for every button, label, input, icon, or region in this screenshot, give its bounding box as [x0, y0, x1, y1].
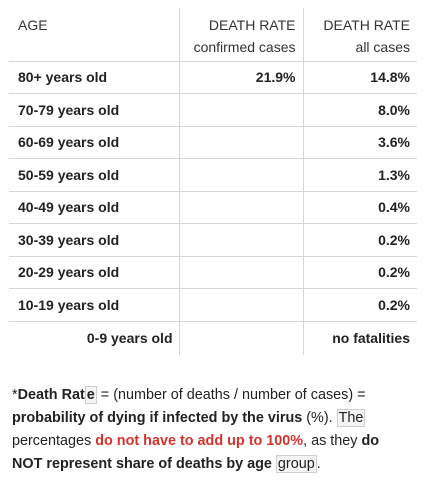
footnote-not-add-up-warning: do not have to add up to 100%	[95, 433, 304, 449]
footnote-definition: = (number of deaths / number of cases) =	[96, 387, 366, 403]
all-header-line1: DEATH RATE	[323, 17, 410, 33]
confirmed-rate-cell	[178, 288, 303, 322]
footnote-term: Death Rat	[17, 387, 85, 403]
confirmed-rate-cell: 21.9%	[178, 61, 303, 94]
footnote-percentages: percentages	[12, 433, 96, 449]
all-header-line2: all cases	[355, 39, 410, 55]
all-rate-cell: 3.6%	[302, 126, 417, 159]
table-header-row: AGE DEATH RATE confirmed cases DEATH RAT…	[9, 8, 417, 62]
all-rate-cell: 0.4%	[302, 191, 417, 224]
table-row: 80+ years old 21.9% 14.8%	[9, 61, 417, 94]
age-cell: 20-29 years old	[9, 256, 179, 289]
footnote-term-highlight: e	[84, 386, 97, 404]
footnote-as-they: , as they	[303, 433, 362, 449]
all-rate-cell: no fatalities	[302, 321, 417, 355]
confirmed-rate-cell	[178, 321, 303, 355]
age-cell: 10-19 years old	[9, 288, 179, 322]
age-cell: 30-39 years old	[9, 223, 179, 257]
footnote-group-highlight: group	[275, 455, 317, 473]
confirmed-rate-cell	[178, 191, 303, 224]
age-cell: 60-69 years old	[9, 126, 179, 159]
footnote-do: do	[361, 433, 380, 449]
confirmed-header-line2: confirmed cases	[193, 39, 296, 55]
table-row: 0-9 years old no fatalities	[9, 321, 417, 355]
confirmed-rate-cell	[178, 223, 303, 257]
death-rate-footnote: *Death Rat e = (number of deaths / number…	[12, 384, 416, 476]
confirmed-rate-cell	[178, 158, 303, 192]
all-rate-cell: 1.3%	[302, 158, 417, 192]
table-row: 20-29 years old 0.2%	[9, 256, 417, 289]
age-cell: 50-59 years old	[9, 158, 179, 192]
footnote-asterisk: *	[12, 387, 18, 403]
confirmed-cases-column-header: DEATH RATE confirmed cases	[178, 8, 303, 62]
table-row: 10-19 years old 0.2%	[9, 288, 417, 322]
all-rate-cell: 0.2%	[302, 223, 417, 257]
footnote-period: .	[316, 456, 321, 472]
table-row: 30-39 years old 0.2%	[9, 223, 417, 257]
table-row: 50-59 years old 1.3%	[9, 158, 417, 192]
age-header-label: AGE	[18, 17, 48, 33]
all-rate-cell: 14.8%	[302, 61, 417, 94]
footnote-not-represent: NOT represent share of deaths by age	[12, 456, 272, 472]
age-cell: 40-49 years old	[9, 191, 179, 224]
confirmed-rate-cell	[178, 93, 303, 127]
death-rate-table: AGE DEATH RATE confirmed cases DEATH RAT…	[9, 8, 417, 355]
table-row: 40-49 years old 0.4%	[9, 191, 417, 224]
confirmed-rate-cell	[178, 126, 303, 159]
all-rate-cell: 0.2%	[302, 288, 417, 322]
all-rate-cell: 0.2%	[302, 256, 417, 289]
age-cell: 80+ years old	[9, 61, 179, 94]
footnote-unit: (%).	[302, 410, 337, 426]
footnote-the-highlight: The	[336, 409, 366, 427]
confirmed-header-line1: DEATH RATE	[208, 17, 296, 33]
age-cell: 70-79 years old	[9, 93, 179, 127]
footnote-probability: probability of dying if infected by the …	[12, 410, 303, 426]
confirmed-rate-cell	[178, 256, 303, 289]
age-column-header: AGE	[9, 8, 179, 62]
all-cases-column-header: DEATH RATE all cases	[302, 8, 417, 62]
age-cell: 0-9 years old	[86, 330, 173, 347]
table-row: 70-79 years old 8.0%	[9, 93, 417, 127]
table-row: 60-69 years old 3.6%	[9, 126, 417, 159]
all-rate-cell: 8.0%	[302, 93, 417, 127]
